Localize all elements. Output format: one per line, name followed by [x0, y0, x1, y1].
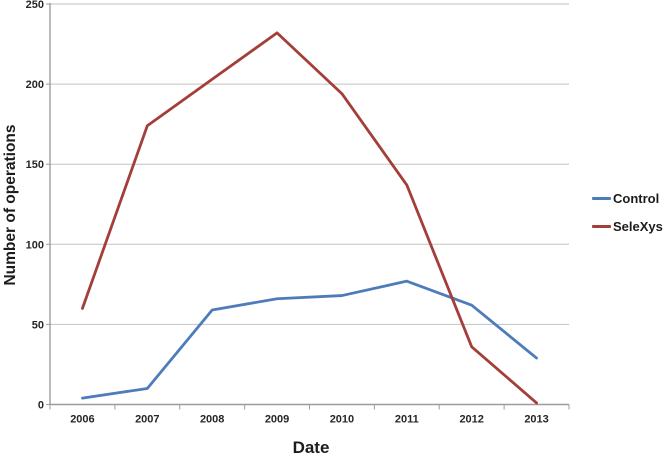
- x-tick-label: 2013: [524, 414, 548, 426]
- y-tick-label: 0: [38, 400, 44, 412]
- y-tick-label: 50: [32, 319, 44, 331]
- legend-item-selexys: SeleXys: [592, 218, 663, 235]
- chart-legend: Control SeleXys: [592, 190, 663, 246]
- x-tick-label: 2009: [265, 414, 289, 426]
- legend-label-selexys: SeleXys: [613, 219, 663, 234]
- x-tick-label: 2008: [200, 414, 224, 426]
- legend-label-control: Control: [613, 191, 660, 206]
- x-tick-label: 2012: [459, 414, 483, 426]
- x-tick-label: 2006: [70, 414, 94, 426]
- legend-item-control: Control: [592, 190, 663, 207]
- x-tick-label: 2007: [135, 414, 159, 426]
- selexys-line-swatch: [592, 225, 611, 228]
- series-line-control: [81, 279, 538, 400]
- y-tick-label: 150: [26, 159, 44, 171]
- y-tick-label: 200: [26, 79, 44, 91]
- x-tick-label: 2010: [330, 414, 354, 426]
- y-tick-label: 250: [26, 0, 44, 11]
- y-axis-title: Number of operations: [2, 124, 19, 286]
- series-line-selexys: [81, 31, 538, 405]
- x-axis-title: Date: [292, 438, 330, 457]
- x-tick-label: 2011: [395, 414, 419, 426]
- y-tick-label: 100: [26, 239, 44, 251]
- control-line-swatch: [592, 197, 611, 200]
